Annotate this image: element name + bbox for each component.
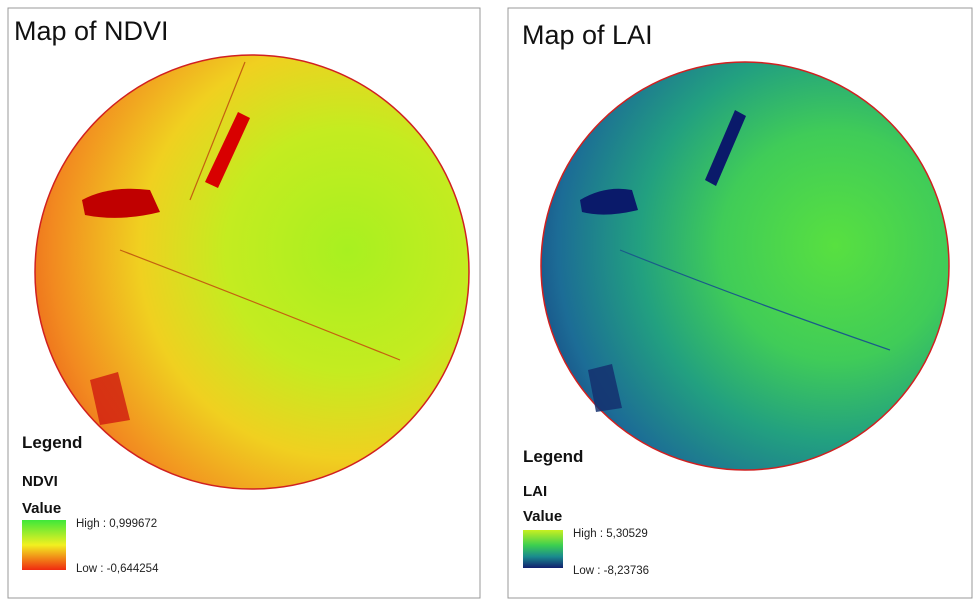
legend-layer: LAI	[523, 483, 547, 500]
map-figure: Map of NDVI Legend NDVI Value High : 0,9…	[0, 0, 976, 602]
color-ramp	[22, 520, 66, 570]
legend-low: Low : -8,23736	[573, 565, 649, 577]
panel-title: Map of NDVI	[14, 16, 169, 46]
legend-field: Value	[22, 500, 61, 517]
legend-high: High : 5,30529	[573, 528, 648, 540]
ndvi-panel: Map of NDVI Legend NDVI Value High : 0,9…	[8, 8, 480, 598]
legend-layer: NDVI	[22, 473, 58, 490]
legend-field: Value	[523, 508, 562, 525]
color-ramp	[523, 530, 563, 568]
lai-panel: Map of LAI Legend LAI Value High : 5,305…	[508, 8, 972, 598]
legend-high: High : 0,999672	[76, 518, 157, 530]
panel-title: Map of LAI	[522, 20, 653, 50]
legend-heading: Legend	[523, 447, 583, 466]
legend-heading: Legend	[22, 433, 82, 452]
legend-low: Low : -0,644254	[76, 563, 159, 575]
